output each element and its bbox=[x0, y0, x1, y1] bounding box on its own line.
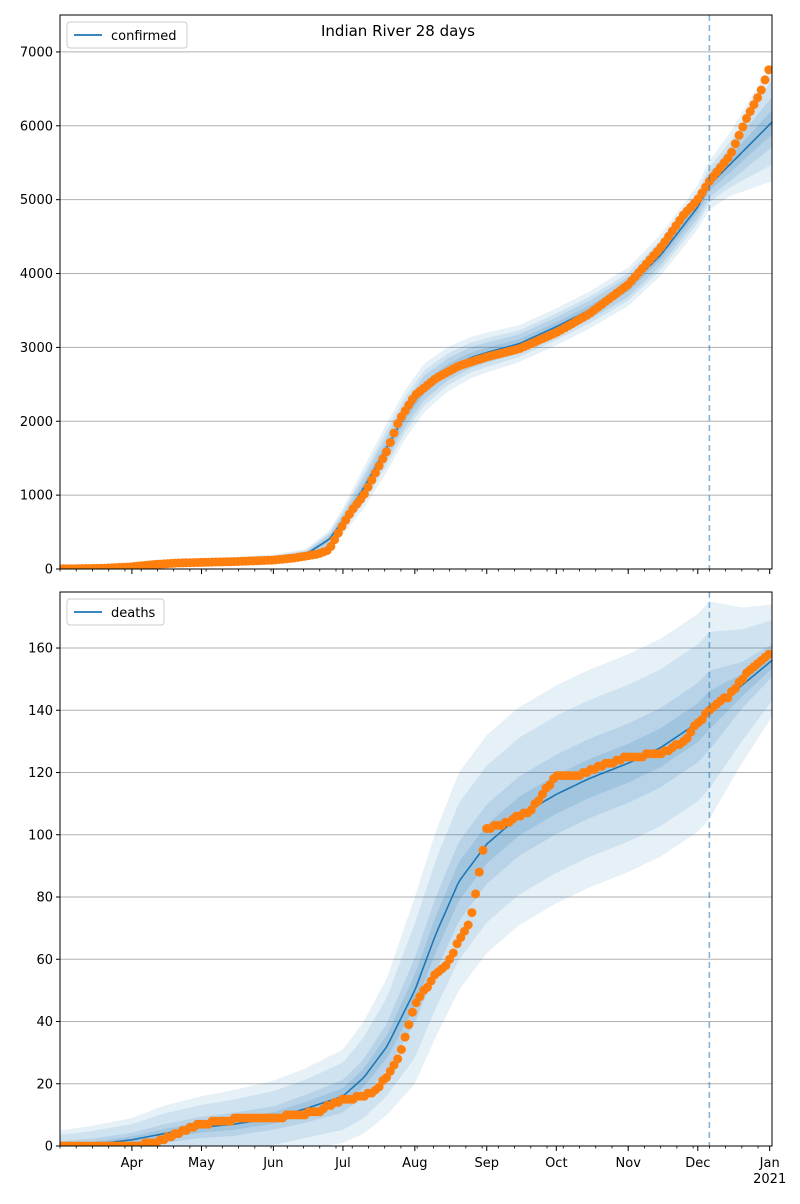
deaths-observed-point bbox=[474, 867, 484, 877]
deaths-ytick-label: 20 bbox=[36, 1077, 53, 1092]
deaths-legend-label: deaths bbox=[111, 606, 156, 621]
confirmed-observed-point bbox=[749, 100, 759, 110]
deaths-ytick-label: 80 bbox=[36, 891, 53, 906]
confirmed-observed-point bbox=[760, 75, 770, 85]
confirmed-observed-point bbox=[727, 147, 737, 157]
deaths-ytick-label: 60 bbox=[36, 953, 53, 968]
confirmed-ytick-label: 7000 bbox=[20, 45, 53, 60]
deaths-ytick-label: 120 bbox=[28, 766, 53, 781]
confirmed-legend-box bbox=[66, 21, 188, 49]
deaths-xtick-label: May bbox=[188, 1156, 215, 1171]
deaths-observed-point bbox=[764, 649, 772, 659]
deaths-ytick-label: 40 bbox=[36, 1015, 53, 1030]
panel-confirmed: 0 1000 2000 3000 4000 5000 6000 7000 confirmed bbox=[20, 14, 773, 578]
deaths-observed-point bbox=[400, 1032, 410, 1042]
confirmed-axes-frame bbox=[59, 14, 773, 570]
deaths-plot-area bbox=[60, 601, 772, 1146]
deaths-observed-point bbox=[393, 1054, 403, 1064]
confirmed-observed-point bbox=[367, 475, 377, 485]
confirmed-ytick-label: 4000 bbox=[20, 267, 53, 282]
deaths-legend-box bbox=[66, 598, 165, 626]
deaths-xtick-label: Dec bbox=[685, 1156, 710, 1171]
deaths-xtick-label: Aug bbox=[402, 1156, 427, 1171]
confirmed-observed-point bbox=[393, 419, 403, 429]
confirmed-ytick-label: 6000 bbox=[20, 119, 53, 134]
deaths-xtick-label: Oct bbox=[545, 1156, 567, 1171]
confirmed-plot-area bbox=[60, 63, 772, 569]
deaths-xtick-year-label: 2021 bbox=[753, 1172, 786, 1187]
deaths-xtick-label: Apr bbox=[121, 1156, 144, 1171]
deaths-observed-point bbox=[467, 908, 477, 918]
confirmed-observed-point bbox=[326, 541, 336, 551]
confirmed-model-line bbox=[60, 121, 772, 569]
confirmed-observed-point bbox=[382, 447, 391, 457]
confirmed-observed-point bbox=[734, 130, 744, 140]
deaths-ytick-label: 160 bbox=[28, 642, 53, 657]
confirmed-observed-point bbox=[764, 65, 772, 75]
confirmed-legend-label: confirmed bbox=[111, 29, 177, 44]
confirmed-observed-point bbox=[730, 139, 740, 149]
confirmed-observed-point bbox=[756, 85, 766, 95]
deaths-ytick-label: 0 bbox=[45, 1140, 53, 1155]
confirmed-legend: confirmed bbox=[66, 21, 188, 49]
confirmed-observed-point bbox=[742, 113, 751, 123]
confirmed-uncertainty-band bbox=[60, 97, 772, 569]
panel-deaths: 0 20 40 60 80 100 120 140 160 Apr May Jun Jul Aug Sep O… bbox=[28, 591, 786, 1187]
confirmed-ytick-label: 2000 bbox=[20, 415, 53, 430]
deaths-uncertainty-band bbox=[60, 620, 772, 1146]
deaths-xtick-label: Jun bbox=[262, 1156, 283, 1171]
figure-title: Indian River 28 days bbox=[321, 22, 475, 40]
deaths-ytick-label: 100 bbox=[28, 828, 53, 843]
confirmed-observed-point bbox=[370, 468, 380, 478]
deaths-observed-point bbox=[408, 1007, 417, 1017]
confirmed-ytick-label: 5000 bbox=[20, 193, 53, 208]
confirmed-ytick-label: 0 bbox=[45, 563, 53, 578]
confirmed-ytick-label: 3000 bbox=[20, 341, 53, 356]
deaths-observed-point bbox=[404, 1020, 414, 1030]
confirmed-observed-point bbox=[385, 438, 395, 447]
confirmed-uncertainty-band bbox=[60, 63, 772, 569]
deaths-observed-point bbox=[396, 1045, 406, 1054]
confirmed-ytick-label: 1000 bbox=[20, 489, 53, 504]
confirmed-observed-point bbox=[753, 93, 763, 103]
confirmed-observed-point bbox=[330, 535, 340, 545]
confirmed-observed-point bbox=[378, 454, 388, 464]
deaths-xtick-label: Nov bbox=[616, 1156, 642, 1171]
deaths-legend: deaths bbox=[66, 598, 165, 626]
deaths-axes-frame bbox=[59, 591, 773, 1147]
deaths-ytick-label: 140 bbox=[28, 704, 53, 719]
confirmed-observed-point bbox=[359, 489, 369, 499]
confirmed-observed-point bbox=[745, 107, 755, 116]
confirmed-observed-point bbox=[389, 428, 399, 438]
deaths-xtick-label: Jul bbox=[334, 1156, 351, 1171]
deaths-uncertainty-band bbox=[60, 601, 772, 1146]
deaths-xtick-label: Sep bbox=[474, 1156, 499, 1171]
deaths-observed-point bbox=[448, 948, 458, 958]
deaths-observed-point bbox=[478, 845, 488, 855]
confirmed-observed-point bbox=[374, 461, 384, 471]
deaths-xtick-label: Jan bbox=[759, 1156, 780, 1171]
confirmed-observed-point bbox=[738, 122, 748, 132]
deaths-observed-point bbox=[471, 889, 481, 899]
confirmed-observed-point bbox=[363, 482, 373, 492]
confirmed-observed-point bbox=[333, 528, 343, 538]
confirmed-uncertainty-band bbox=[60, 109, 772, 569]
deaths-observed-point bbox=[463, 920, 473, 930]
